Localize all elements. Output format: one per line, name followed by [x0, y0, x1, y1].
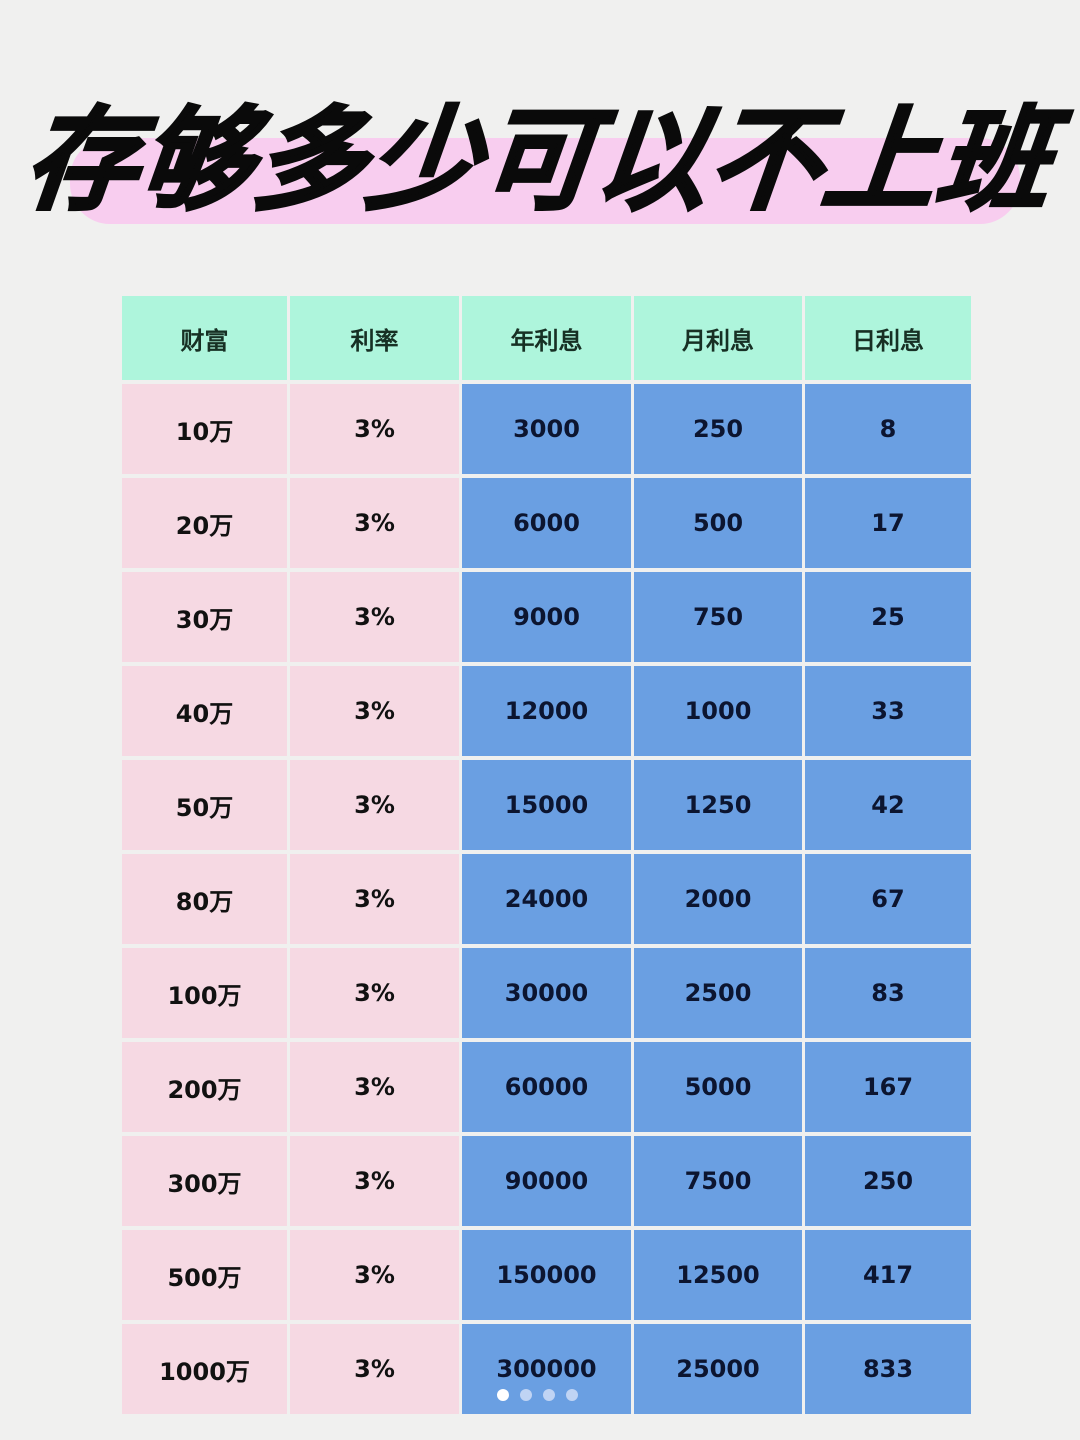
column-header: 月利息: [634, 296, 802, 380]
table-cell: 40万: [122, 666, 287, 756]
table-cell: 30万: [122, 572, 287, 662]
column-header: 财富: [122, 296, 287, 380]
table-cell: 3%: [290, 384, 459, 474]
table-cell: 60000: [462, 1042, 631, 1132]
carousel-dot[interactable]: [497, 1389, 509, 1401]
table-cell: 1250: [634, 760, 802, 850]
column-header: 年利息: [462, 296, 631, 380]
table-cell: 1000万: [122, 1324, 287, 1414]
table-cell: 1000: [634, 666, 802, 756]
table-cell: 67: [805, 854, 971, 944]
table-cell: 250: [634, 384, 802, 474]
table-cell: 12000: [462, 666, 631, 756]
table-cell: 3000: [462, 384, 631, 474]
table-cell: 2500: [634, 948, 802, 1038]
table-cell: 25000: [634, 1324, 802, 1414]
carousel-dot[interactable]: [520, 1389, 532, 1401]
table-cell: 750: [634, 572, 802, 662]
table-cell: 8: [805, 384, 971, 474]
title-highlight: [70, 138, 1020, 224]
column-header: 日利息: [805, 296, 971, 380]
table-cell: 15000: [462, 760, 631, 850]
table-cell: 50万: [122, 760, 287, 850]
column-header: 利率: [290, 296, 459, 380]
table-cell: 25: [805, 572, 971, 662]
table-cell: 250: [805, 1136, 971, 1226]
table-cell: 500万: [122, 1230, 287, 1320]
table-cell: 30000: [462, 948, 631, 1038]
table-cell: 20万: [122, 478, 287, 568]
table-cell: 3%: [290, 572, 459, 662]
table-cell: 6000: [462, 478, 631, 568]
table-cell: 3%: [290, 948, 459, 1038]
table-cell: 100万: [122, 948, 287, 1038]
table-cell: 90000: [462, 1136, 631, 1226]
table-cell: 3%: [290, 1324, 459, 1414]
table-cell: 167: [805, 1042, 971, 1132]
table-cell: 83: [805, 948, 971, 1038]
table-cell: 3%: [290, 478, 459, 568]
table-cell: 3%: [290, 666, 459, 756]
table-cell: 300万: [122, 1136, 287, 1226]
table-cell: 3%: [290, 1042, 459, 1132]
table-cell: 833: [805, 1324, 971, 1414]
table-cell: 2000: [634, 854, 802, 944]
table-cell: 80万: [122, 854, 287, 944]
table-cell: 500: [634, 478, 802, 568]
table-cell: 150000: [462, 1230, 631, 1320]
table-cell: 5000: [634, 1042, 802, 1132]
interest-table: 财富 利率 年利息 月利息 日利息 10万 3% 3000 250 8 20万 3% 6000 500 17…: [122, 296, 971, 1414]
table-cell: 3%: [290, 1136, 459, 1226]
page-title: 存够多少可以不上班: [18, 95, 1061, 228]
table-cell: 7500: [634, 1136, 802, 1226]
table-cell: 200万: [122, 1042, 287, 1132]
carousel-dot[interactable]: [566, 1389, 578, 1401]
table-cell: 12500: [634, 1230, 802, 1320]
table-cell: 417: [805, 1230, 971, 1320]
table-cell: 3%: [290, 1230, 459, 1320]
carousel-indicator[interactable]: [497, 1389, 578, 1401]
table-cell: 33: [805, 666, 971, 756]
table-cell: 3%: [290, 854, 459, 944]
table-cell: 17: [805, 478, 971, 568]
table-cell: 10万: [122, 384, 287, 474]
table-cell: 24000: [462, 854, 631, 944]
table-cell: 42: [805, 760, 971, 850]
table-cell: 9000: [462, 572, 631, 662]
carousel-dot[interactable]: [543, 1389, 555, 1401]
table-cell: 3%: [290, 760, 459, 850]
